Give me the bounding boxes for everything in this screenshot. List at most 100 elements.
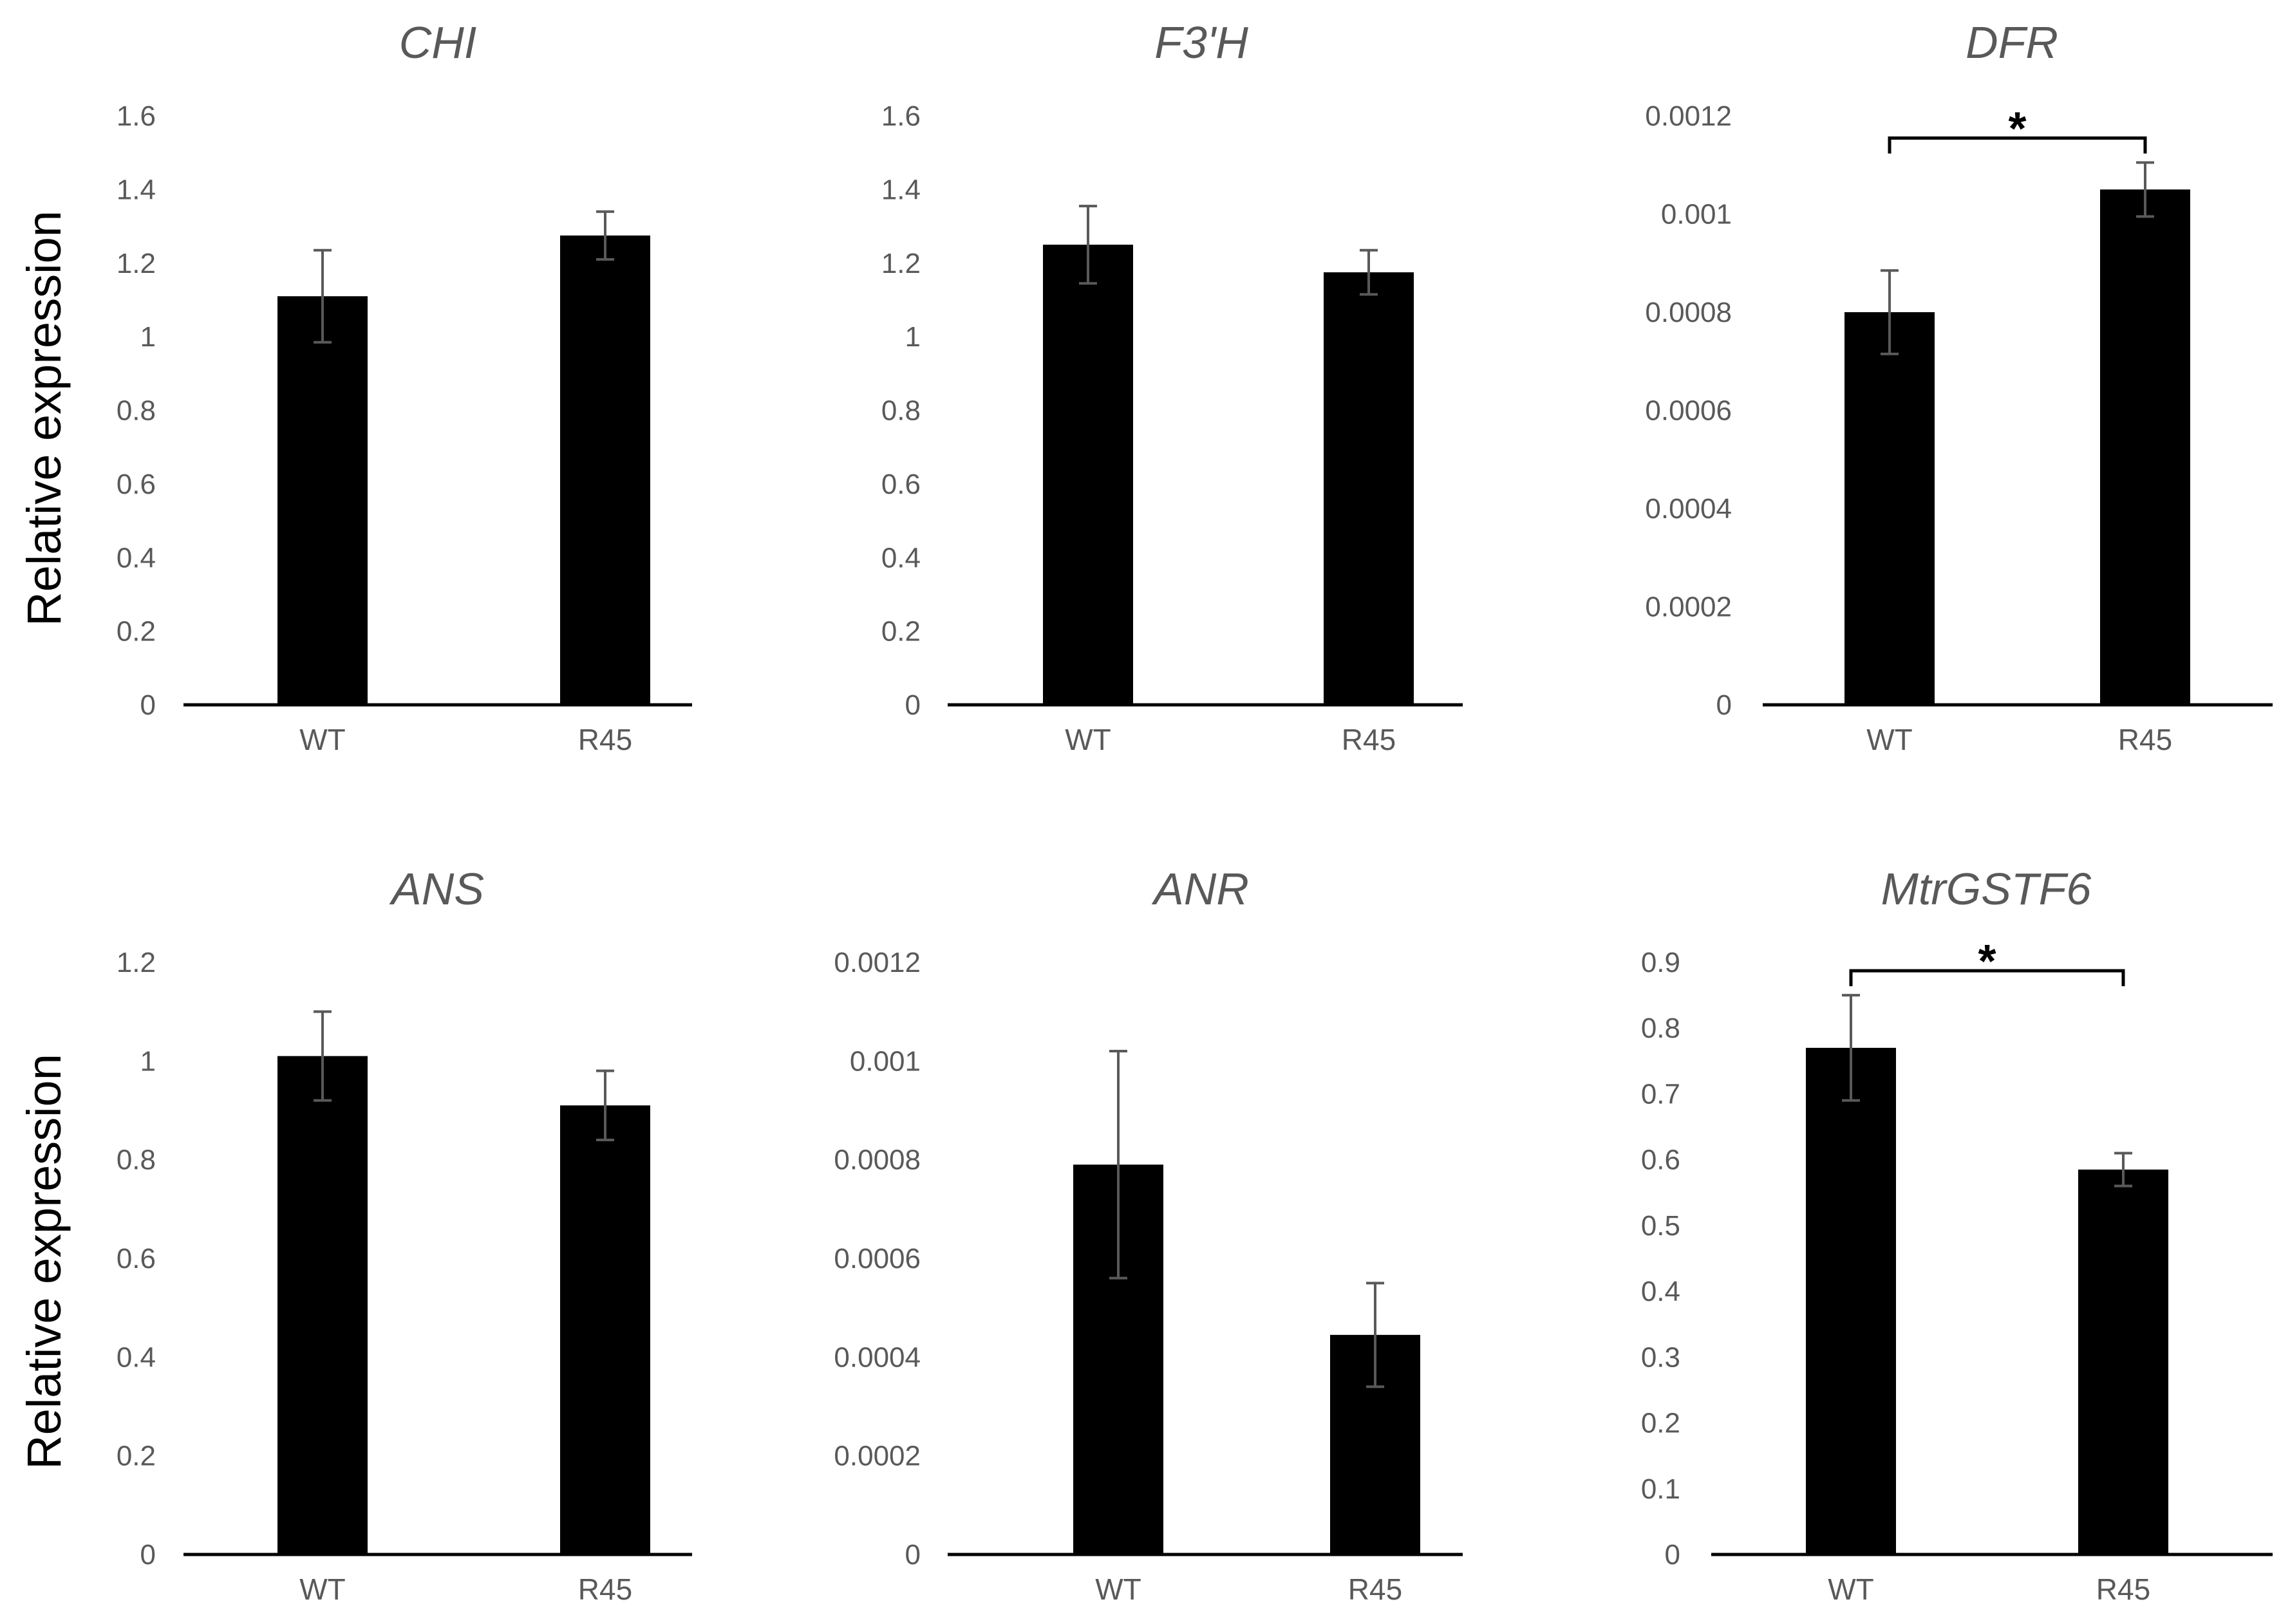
y-tick-label: 0 [1665,1539,1680,1571]
y-tick-label: 0.6 [117,1243,156,1274]
y-tick-label: 0.001 [1661,199,1732,230]
bar-r45 [560,235,650,705]
significance-bracket [1888,136,2147,154]
y-tick-label: 0.0004 [1645,493,1732,525]
bar-wt [277,1056,368,1554]
x-tick-label: WT [1095,1573,1141,1606]
y-tick-label: 0 [140,1539,156,1571]
y-axis-label-bottom: Relative expression [17,1054,71,1470]
bar-r45 [2100,189,2190,705]
y-tick-label: 0.7 [1641,1078,1680,1110]
y-tick-label: 0 [905,1539,921,1571]
x-tick-label: R45 [578,723,632,756]
panel-title: ANR [1151,864,1249,914]
y-tick-label: 0.001 [850,1045,921,1077]
panel-anr: ANR 0 0.0002 0.0004 0.0006 0.0008 0.001 0.0012 W… [834,864,1463,1606]
y-tick-label: 0.0008 [834,1144,921,1176]
error-bar-r45 [596,1069,614,1141]
y-tick-label: 1.4 [117,174,156,205]
error-bar-r45 [2114,1152,2132,1188]
y-tick-label: 0.9 [1641,947,1680,978]
x-tick-label: R45 [1348,1573,1402,1606]
x-tick-label: WT [1065,723,1111,756]
y-tick-label: 0.2 [1641,1408,1680,1439]
x-tick-label: WT [1828,1573,1874,1606]
error-bar-r45 [2136,161,2154,218]
y-tick-label: 1.4 [881,174,921,205]
x-tick-label: R45 [2096,1573,2150,1606]
error-bar-wt [1079,205,1097,285]
y-tick-label: 0 [1716,689,1732,721]
y-tick-label: 0.6 [1641,1144,1680,1176]
y-tick-label: 0 [140,689,156,721]
y-axis-label-top: Relative expression [17,210,71,626]
y-tick-label: 0.1 [1641,1473,1680,1505]
y-tick-label: 0.0012 [834,947,921,978]
y-tick-label: 0.8 [117,395,156,427]
y-tick-label: 0.8 [881,395,921,427]
y-tick-label: 0.4 [1641,1276,1680,1307]
error-bar-r45 [1360,248,1378,296]
y-tick-label: 0.6 [881,469,921,500]
panel-title: ANS [389,864,484,914]
bar-r45 [2078,1170,2168,1554]
y-tick-label: 0.0002 [834,1441,921,1472]
y-tick-label: 1.2 [117,947,156,978]
panel-dfr: DFR 0 0.0002 0.0004 0.0006 0.0008 0.001 0.0012 W… [1645,17,2273,756]
panel-title: CHI [399,17,477,68]
y-tick-label: 0.6 [117,469,156,500]
bar-wt [1043,245,1133,705]
significance-marker: * [1978,936,1996,987]
y-tick-label: 0.0006 [1645,395,1732,427]
x-tick-label: WT [1866,723,1913,756]
y-tick-label: 0.5 [1641,1210,1680,1242]
bar-wt [1844,312,1935,705]
y-tick-label: 0.2 [881,616,921,648]
y-tick-label: 1 [140,1045,156,1077]
error-bar-wt [1842,994,1860,1102]
bar-wt [277,296,368,705]
y-tick-label: 0.8 [117,1144,156,1176]
panel-title: F3'H [1154,17,1248,68]
bar-r45 [560,1105,650,1554]
x-tick-label: R45 [1342,723,1396,756]
error-bar-wt [1109,1050,1127,1280]
error-bar-r45 [596,210,614,261]
y-tick-label: 1.6 [881,100,921,132]
panel-title: DFR [1966,17,2058,68]
panels: CHI 0 0.2 0.4 0.6 0.8 1 1.2 1.4 1.6 WT R45 F3'H 0 0.2 0… [117,17,2273,1606]
y-tick-label: 0.4 [117,542,156,574]
y-tick-label: 0.2 [117,616,156,648]
y-tick-label: 0.0004 [834,1341,921,1373]
significance-bracket [1849,969,2125,987]
y-tick-label: 0.0008 [1645,297,1732,328]
y-tick-label: 1.6 [117,100,156,132]
panel-ans: ANS 0 0.2 0.4 0.6 0.8 1 1.2 WT R45 [117,864,692,1606]
x-tick-label: R45 [2118,723,2172,756]
y-tick-label: 0.8 [1641,1013,1680,1044]
x-tick-label: WT [299,723,346,756]
y-tick-label: 0 [905,689,921,721]
y-tick-label: 1 [140,321,156,353]
y-tick-label: 0.4 [881,542,921,574]
panel-title: MtrGSTF6 [1881,864,2092,914]
bar-wt [1806,1047,1896,1554]
y-tick-label: 0.0012 [1645,100,1732,132]
panel-chi: CHI 0 0.2 0.4 0.6 0.8 1 1.2 1.4 1.6 WT R45 [117,17,692,756]
y-tick-label: 0.3 [1641,1341,1680,1373]
significance-marker: * [2008,103,2026,154]
x-tick-label: WT [299,1573,346,1606]
y-tick-label: 1.2 [117,248,156,279]
y-tick-label: 0.4 [117,1341,156,1373]
y-tick-label: 1.2 [881,248,921,279]
y-tick-label: 0.0002 [1645,592,1732,623]
x-tick-label: R45 [578,1573,632,1606]
error-bar-r45 [1366,1282,1384,1388]
error-bar-wt [1881,269,1899,355]
error-bar-wt [314,1010,332,1102]
panel-f3-h: F3'H 0 0.2 0.4 0.6 0.8 1 1.2 1.4 1.6 WT R45 [881,17,1463,756]
panel-mtrgstf6: MtrGSTF6 0 0.1 0.2 0.3 0.4 0.5 0.6 0.7 0.8 0.9 WT R4… [1641,864,2273,1606]
error-bar-wt [314,248,332,344]
y-tick-label: 0.0006 [834,1243,921,1274]
